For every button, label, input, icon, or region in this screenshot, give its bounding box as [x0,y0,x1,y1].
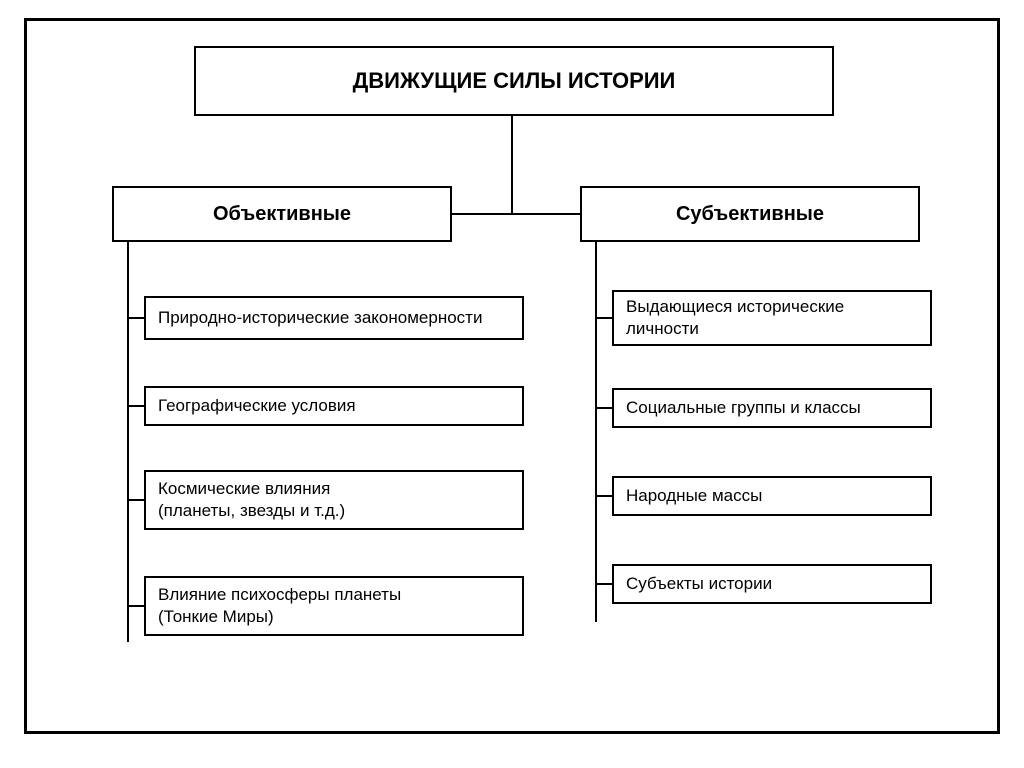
item-text: Социальные группы и классы [626,397,861,419]
category-box-0: Объективные [112,186,452,242]
item-box-0-2: Космические влияния (планеты, звезды и т… [144,470,524,530]
tick-0-2 [128,499,144,501]
category-label: Объективные [213,203,351,226]
item-box-0-0: Природно-исторические закономерности [144,296,524,340]
tick-1-0 [596,317,612,319]
tick-0-1 [128,405,144,407]
item-text: Народные массы [626,485,762,507]
category-box-1: Субъективные [580,186,920,242]
title-box: ДВИЖУЩИЕ СИЛЫ ИСТОРИИ [194,46,834,116]
item-text: Космические влияния (планеты, звезды и т… [158,478,345,522]
item-box-0-3: Влияние психосферы планеты (Тонкие Миры) [144,576,524,636]
category-label: Субъективные [676,203,824,226]
item-text: Природно-исторические закономерности [158,307,482,329]
spine-1 [595,242,597,622]
tick-0-0 [128,317,144,319]
connector-horizontal [452,213,580,215]
tick-1-3 [596,583,612,585]
item-text: Географические условия [158,395,356,417]
spine-0 [127,242,129,642]
item-text: Выдающиеся исторические личности [626,296,844,340]
item-box-1-1: Социальные группы и классы [612,388,932,428]
item-text: Субъекты истории [626,573,772,595]
tick-1-1 [596,407,612,409]
tick-0-3 [128,605,144,607]
connector-title-down [511,116,513,214]
item-box-1-0: Выдающиеся исторические личности [612,290,932,346]
item-text: Влияние психосферы планеты (Тонкие Миры) [158,584,401,628]
item-box-1-2: Народные массы [612,476,932,516]
tick-1-2 [596,495,612,497]
title-text: ДВИЖУЩИЕ СИЛЫ ИСТОРИИ [353,68,676,94]
item-box-0-1: Географические условия [144,386,524,426]
item-box-1-3: Субъекты истории [612,564,932,604]
